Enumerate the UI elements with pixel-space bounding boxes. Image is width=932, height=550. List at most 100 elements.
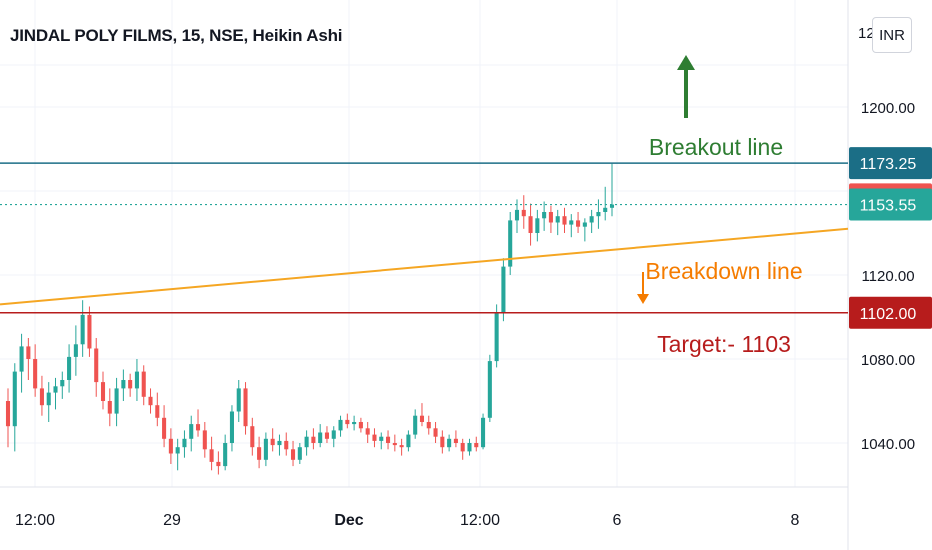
candle-body [155, 405, 160, 418]
candle-body [141, 371, 146, 397]
price-label: 1173.25 [860, 156, 917, 173]
breakdown-label: Breakdown line [645, 258, 802, 284]
candle-body [229, 411, 234, 443]
candle-body [508, 220, 513, 267]
candle-body [46, 392, 51, 406]
candle-body [12, 371, 17, 427]
candle-body [589, 216, 594, 223]
x-tick-label: 8 [791, 512, 800, 529]
candle-body [94, 348, 99, 383]
candle-body [352, 422, 357, 425]
x-tick-label: 6 [613, 512, 622, 529]
candle-body [87, 314, 92, 349]
candle-body [487, 361, 492, 418]
candle-body [372, 434, 377, 441]
candle-body [60, 380, 65, 387]
candle-body [514, 209, 520, 221]
candle-body [114, 388, 119, 414]
price-label: 1102.00 [860, 306, 917, 323]
candle-body [379, 436, 384, 441]
x-tick-label: 12:00 [15, 512, 55, 529]
candle-body [562, 216, 567, 225]
breakdown-trend-line [0, 227, 849, 306]
price-label-box [849, 188, 932, 221]
candle-body [501, 266, 506, 313]
candle-body [358, 422, 363, 429]
candle-body [474, 443, 479, 448]
candle-body [162, 417, 167, 439]
candle-body [460, 443, 465, 452]
candle-body [284, 440, 289, 450]
y-tick-label-partial: 12 [858, 25, 875, 42]
candle-body [5, 401, 11, 427]
candle-body [318, 432, 323, 443]
candle-body [324, 432, 330, 439]
candle-body [148, 396, 153, 406]
candle-body [209, 449, 214, 462]
candle-body [202, 430, 207, 450]
candle-body [121, 380, 126, 389]
candle-body [345, 419, 350, 425]
candle-body [338, 419, 343, 431]
candle-body [481, 417, 486, 448]
candle-body [365, 428, 370, 435]
candle-body [433, 428, 438, 437]
candle-body [67, 356, 72, 380]
candle-body [311, 436, 316, 443]
y-tick-label: 1120.00 [861, 268, 914, 285]
target-label: Target:- 1103 [657, 331, 791, 357]
candle-body [521, 209, 526, 217]
candle-body [182, 438, 187, 448]
candle-body [440, 436, 445, 448]
candle-body [304, 436, 309, 448]
candle-body [603, 207, 608, 212]
candle-body [582, 222, 587, 227]
candle-body [39, 388, 44, 406]
candle-body [19, 346, 24, 372]
candle-body [494, 312, 499, 362]
candle-body [236, 388, 241, 412]
candle-body [250, 426, 255, 448]
candle-body [80, 314, 85, 345]
breakdown-arrow-head [637, 294, 649, 304]
candle-body [609, 204, 615, 208]
candle-body [277, 440, 282, 446]
candle-body [399, 445, 404, 448]
candle-body [535, 218, 540, 233]
candle-body [467, 443, 472, 452]
candle-body [548, 212, 553, 223]
candle-body [297, 447, 302, 460]
currency-button[interactable]: INR [872, 17, 912, 53]
candle-body [100, 382, 106, 401]
y-tick-label: 1040.00 [861, 436, 915, 453]
price-label-box [849, 147, 932, 180]
candle-body [569, 220, 574, 225]
candle-body [53, 386, 58, 393]
price-label-box [849, 296, 932, 329]
candle-body [223, 443, 228, 467]
candle-body [542, 212, 547, 219]
y-tick-label: 1080.00 [861, 352, 915, 369]
price-label: 1153.55 [860, 198, 917, 215]
breakout-label: Breakout line [649, 134, 783, 160]
candle-body [107, 401, 112, 414]
breakout-arrow-head [677, 55, 695, 70]
candle-body [453, 438, 458, 443]
candle-body [216, 461, 221, 467]
candle-body [168, 438, 173, 454]
candle-body [243, 388, 248, 427]
candle-body [270, 438, 275, 446]
candle-body [386, 436, 391, 443]
candle-body [290, 449, 296, 460]
candle-body [528, 216, 533, 233]
y-tick-label: 1200.00 [861, 100, 915, 117]
candle-body [257, 447, 262, 460]
candle-body [576, 220, 581, 227]
candle-body [175, 447, 180, 454]
candle-body [33, 359, 38, 389]
x-tick-label: 12:00 [460, 512, 500, 529]
candle-body [413, 415, 418, 435]
candle-body [73, 344, 78, 357]
